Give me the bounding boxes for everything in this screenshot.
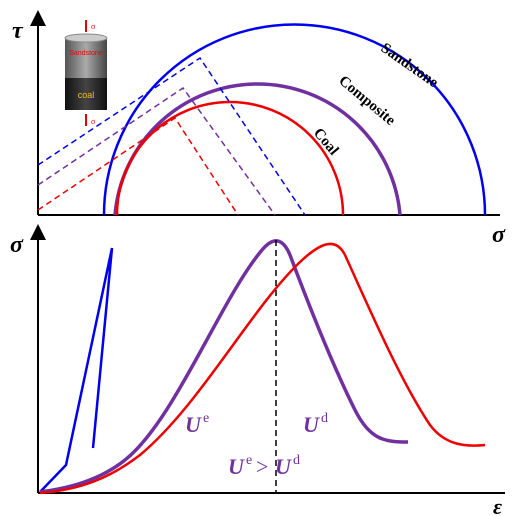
energy-superscript: d (321, 411, 328, 426)
inset-specimen: σ Sandstone coal σ (64, 20, 108, 126)
axis-label: σ (10, 232, 24, 258)
coal-curve (39, 242, 486, 495)
curve-label: Sandstone (378, 40, 441, 91)
compare-symbol: U (228, 454, 245, 479)
coal-circle (115, 100, 345, 216)
inset-label: σ (91, 117, 96, 126)
compare-symbol: U (275, 454, 292, 479)
inset-label: Sandstone (69, 50, 103, 57)
energy-labels: U e U d U e > U d (185, 411, 328, 479)
envelopes (37, 56, 306, 216)
compare-operator: > (256, 454, 268, 479)
energy-superscript: e (203, 411, 209, 426)
energy-symbol: U (303, 412, 320, 437)
compare-superscript: d (293, 453, 300, 468)
compare-superscript: e (246, 453, 252, 468)
curve-label: Composite (335, 73, 398, 129)
composite-curve (39, 239, 409, 494)
inset-label: coal (78, 90, 95, 100)
axis-label: ε (493, 494, 502, 516)
axis-label: σ (492, 222, 506, 248)
composite-circle (113, 82, 402, 216)
axis-label: τ (12, 18, 24, 44)
sandstone-curve (39, 247, 114, 493)
energy-symbol: U (185, 412, 202, 437)
inset-label: σ (91, 22, 96, 31)
